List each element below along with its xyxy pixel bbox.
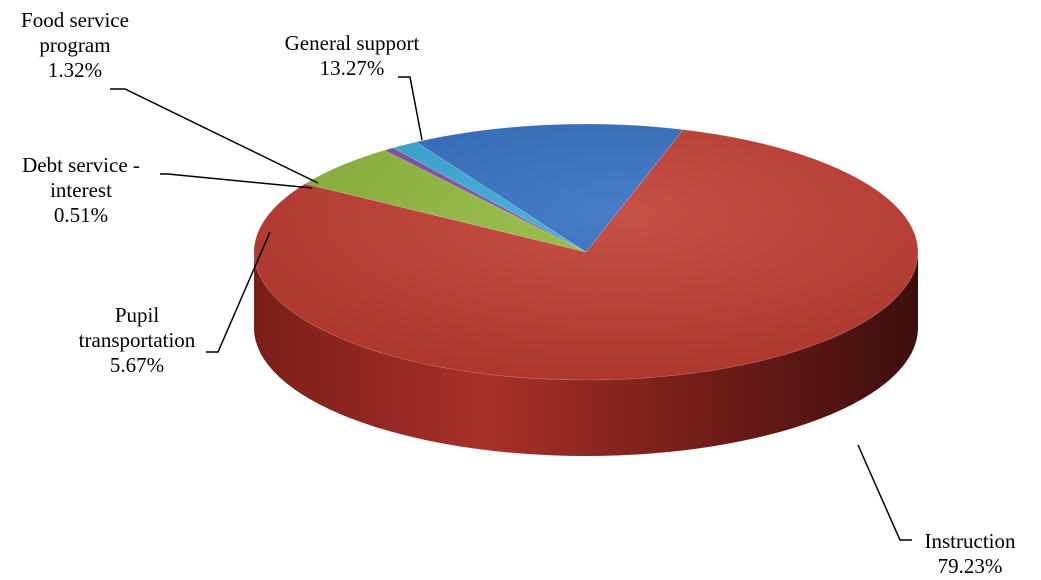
label-instruction: Instruction 79.23% (924, 529, 1016, 578)
label-debt-service-interest: Debt service - interest 0.51% (22, 153, 140, 227)
label-food-service-program: Food service program 1.32% (21, 8, 129, 82)
leader-line-debt-service (160, 173, 313, 189)
pie-side-instruction (254, 252, 918, 456)
leader-line-instruction (857, 444, 912, 541)
leader-line-pupil-transportation (206, 231, 271, 353)
leader-line-general-support (398, 76, 423, 141)
leader-line-food-service (110, 88, 319, 184)
pie-top (253, 123, 919, 381)
leader-lines (110, 76, 912, 541)
label-general-support: General support 13.27% (284, 31, 420, 80)
label-pupil-transportation: Pupil transportation 5.67% (78, 303, 196, 377)
pie-side (254, 252, 918, 456)
